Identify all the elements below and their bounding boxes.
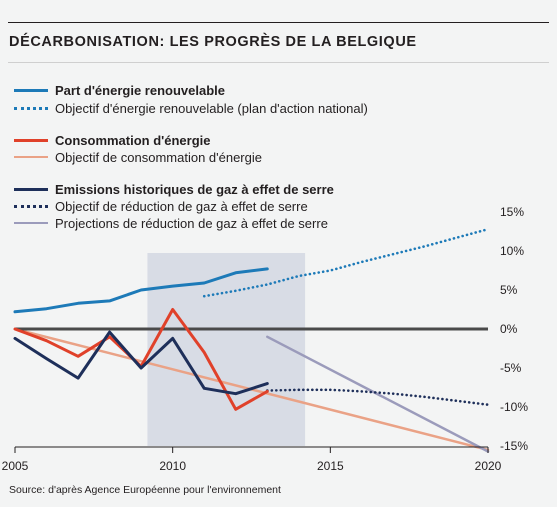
highlight-band [147,253,306,446]
x-tick-label: 2020 [475,459,502,473]
legend-label: Objectif de consommation d'énergie [55,149,262,165]
series-line [266,335,490,453]
legend-swatch [14,222,48,224]
y-tick-label: 5% [500,283,518,297]
legend-item: Emissions historiques de gaz à effet de … [14,181,334,197]
y-tick-label: 10% [500,244,524,258]
legend-swatch [14,187,48,191]
legend-swatch [14,204,48,208]
source-note: Source: d'après Agence Européenne pour l… [9,484,281,496]
series-line [265,388,490,407]
legend-label: Part d'énergie renouvelable [55,82,225,98]
legend-swatch [14,106,48,110]
legend-item: Part d'énergie renouvelable [14,82,225,98]
legend-label: Objectif de réduction de gaz à effet de … [55,198,308,214]
x-tick-label: 2005 [2,459,29,473]
y-tick-label: -10% [500,400,528,414]
legend-label: Objectif d'énergie renouvelable (plan d'… [55,100,368,116]
x-tick-label: 2010 [159,459,186,473]
legend-item: Objectif d'énergie renouvelable (plan d'… [14,100,368,116]
title-separator [8,62,549,63]
y-tick-label: -15% [500,439,528,453]
y-tick-label: 15% [500,205,524,219]
legend-label: Projections de réduction de gaz à effet … [55,215,328,231]
chart-title: DÉCARBONISATION: LES PROGRÈS DE LA BELGI… [9,34,417,50]
legend-item: Projections de réduction de gaz à effet … [14,215,328,231]
legend-label: Consommation d'énergie [55,132,211,148]
legend-item: Objectif de consommation d'énergie [14,149,262,165]
legend-swatch [14,156,48,158]
y-tick-label: 0% [500,322,518,336]
y-tick-label: -5% [500,361,522,375]
series-line [13,267,269,314]
top-rule [8,22,549,23]
legend-swatch [14,88,48,92]
x-tick-label: 2015 [317,459,344,473]
legend-item: Objectif de réduction de gaz à effet de … [14,198,308,214]
legend-label: Emissions historiques de gaz à effet de … [55,181,334,197]
legend-item: Consommation d'énergie [14,132,211,148]
series-line [202,227,490,298]
series-line [13,330,269,396]
legend-swatch [14,138,48,142]
